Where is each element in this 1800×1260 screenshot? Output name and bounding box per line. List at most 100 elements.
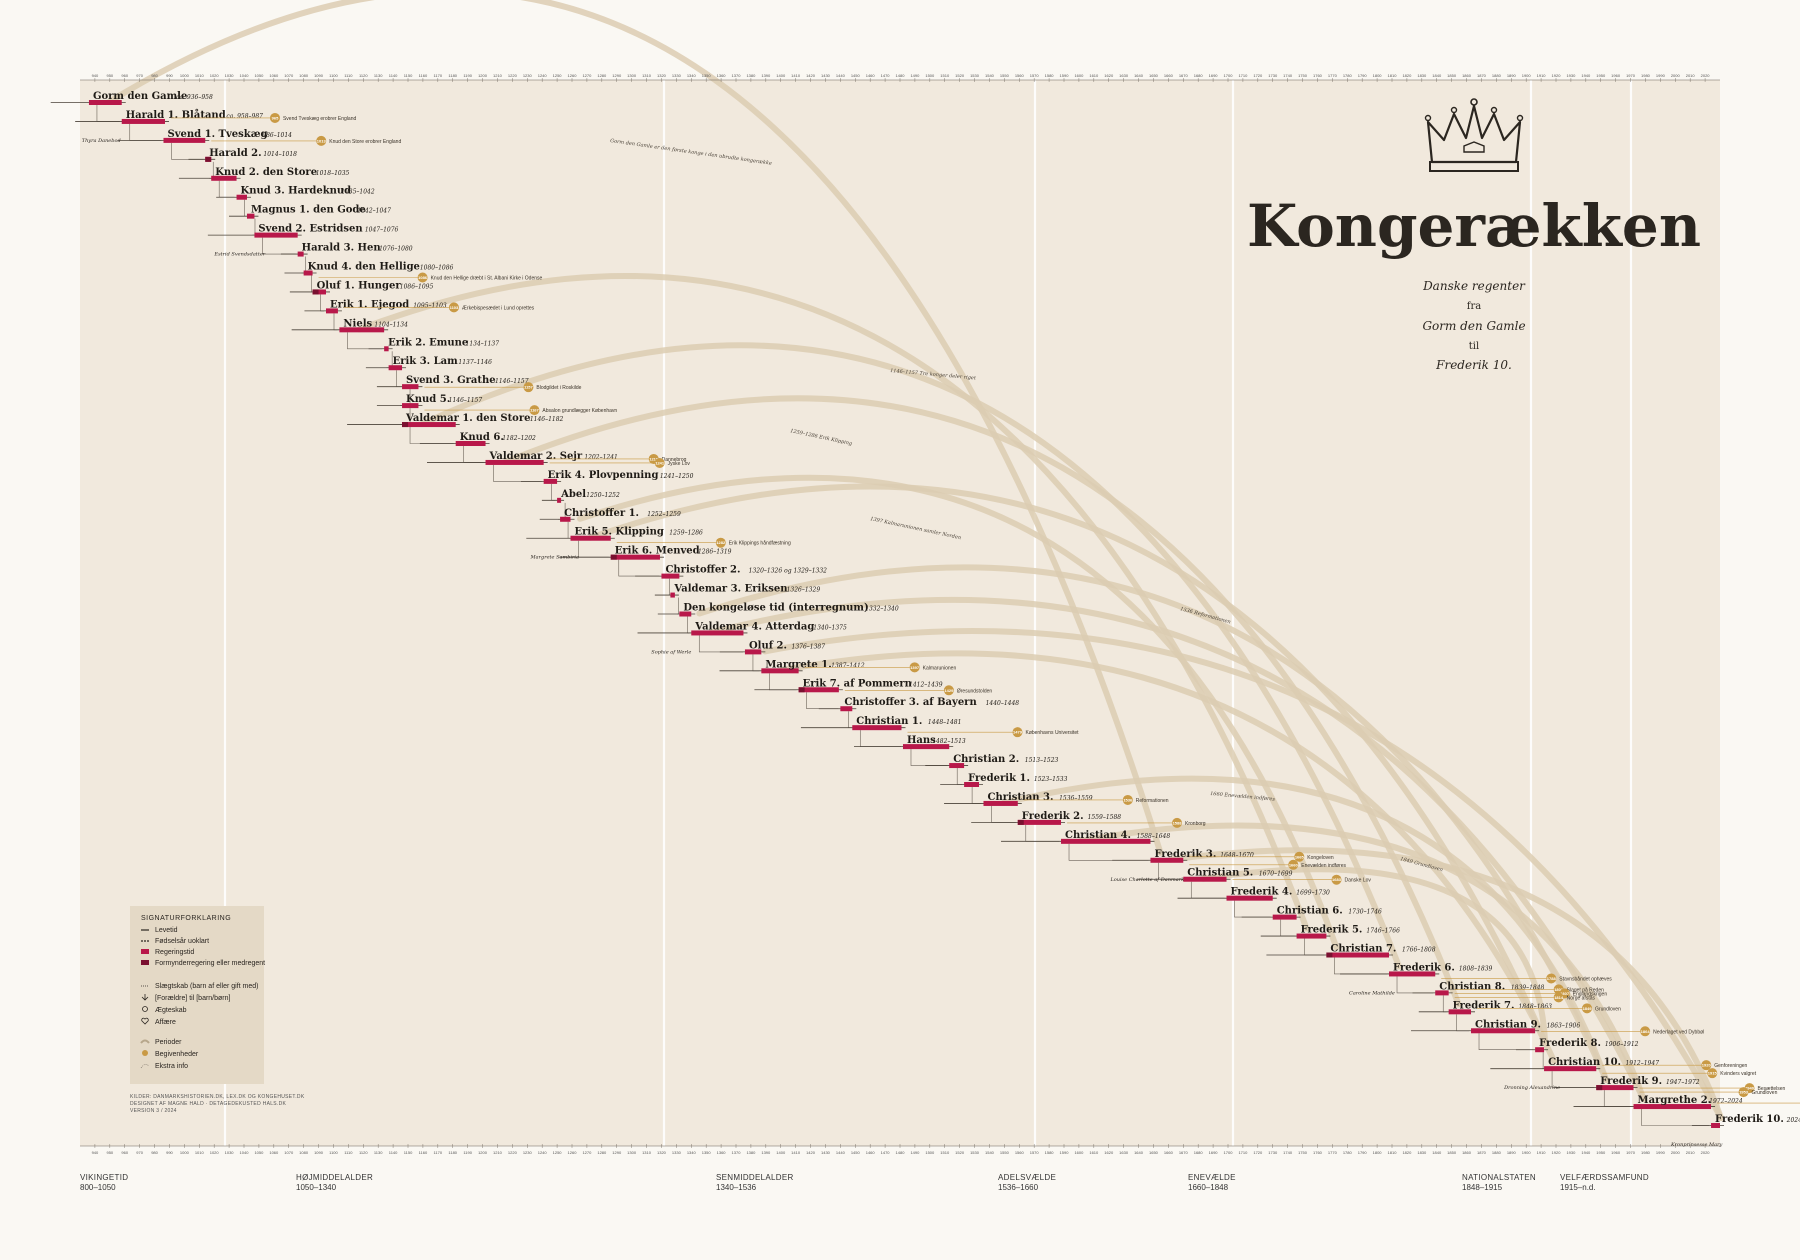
- event-label: Kongeloven: [1307, 855, 1334, 861]
- event-year: 1167: [530, 408, 539, 413]
- ruler-label: 1760: [1313, 1150, 1323, 1155]
- regent-name: Valdemar 2. Sejr: [489, 451, 583, 462]
- ruler-label: 1210: [493, 1150, 503, 1155]
- ruler-label: 960: [121, 1150, 128, 1155]
- ruler-label: 1460: [866, 73, 876, 78]
- credit-line-2: DESIGNET AF MAGNE HALD · DETAGEDEKUSTED …: [130, 1101, 287, 1107]
- arc-path: [1000, 775, 1610, 1084]
- ruler-label: 2020: [1701, 1150, 1711, 1155]
- ruler-label: 1970: [1626, 73, 1636, 78]
- reign-bar: [254, 232, 298, 238]
- reign-bar: [339, 327, 385, 333]
- event-year: 1536: [1123, 797, 1133, 802]
- ruler-label: 1550: [1000, 1150, 1010, 1155]
- ruler-label: 1910: [1537, 1150, 1547, 1155]
- ruler-label: 1840: [1432, 73, 1442, 78]
- legend-swatch-marriage: [142, 1006, 148, 1012]
- ruler-label: 1440: [836, 73, 846, 78]
- ruler-label: 1400: [776, 1150, 786, 1155]
- regent-name: Erik 1. Ejegod: [330, 299, 409, 310]
- ruler-label: 1690: [1209, 73, 1219, 78]
- ruler-label: 1230: [523, 73, 533, 78]
- ruler-label: 1260: [568, 1150, 578, 1155]
- ruler-label: 1680: [1194, 1150, 1204, 1155]
- ruler-label: 1560: [1015, 73, 1025, 78]
- regent-years: 1448–1481: [928, 719, 962, 726]
- reign-bar: [670, 592, 675, 598]
- period-range: 1050–1340: [296, 1183, 337, 1192]
- arc-path: [356, 273, 1310, 932]
- ruler-label: 1720: [1253, 73, 1263, 78]
- ruler-label: 1670: [1179, 73, 1189, 78]
- reign-bar: [661, 573, 680, 579]
- period-name: SENMIDDELALDER: [716, 1173, 794, 1182]
- regent-name: Knud 4. den Hellige: [308, 262, 420, 273]
- ruler-label: 1500: [925, 73, 935, 78]
- ruler-label: 1600: [1074, 73, 1084, 78]
- spouse-label: Caroline Mathilde: [1349, 990, 1395, 996]
- ruler-label: 1790: [1358, 73, 1368, 78]
- ruler-label: 1310: [642, 1150, 652, 1155]
- ruler-label: 1050: [254, 1150, 264, 1155]
- ruler-label: 1560: [1015, 1150, 1025, 1155]
- regent-years: 986–1014: [262, 132, 292, 139]
- ruler-label: 1380: [746, 73, 756, 78]
- reign-bar: [983, 800, 1018, 806]
- regent-name: Frederik 8.: [1539, 1038, 1601, 1049]
- event-marker: [1331, 874, 1342, 885]
- reign-bar: [211, 175, 237, 181]
- ruler-label: 1300: [627, 1150, 637, 1155]
- event-year: 1801: [1554, 987, 1564, 992]
- regent-years: 1482–1513: [932, 738, 966, 745]
- event-marker: [1012, 727, 1023, 738]
- ruler-label: 1390: [761, 1150, 771, 1155]
- regent-name: Frederik 1.: [968, 773, 1030, 784]
- event-marker: [1640, 1026, 1651, 1037]
- regent-name: Frederik 2.: [1022, 811, 1084, 822]
- ruler-label: 2020: [1701, 73, 1711, 78]
- ruler-label: 1720: [1253, 1150, 1263, 1155]
- regent-name: Erik 2. Emune: [388, 337, 468, 348]
- reign-bar: [121, 118, 165, 124]
- regent-years: 1252–1259: [647, 511, 681, 518]
- reign-bar: [798, 687, 839, 693]
- legend-item-label: Fødselsår uoklart: [155, 937, 209, 945]
- page-title: Kongerækken: [1247, 192, 1701, 260]
- legend-swatch-regency: [141, 960, 149, 965]
- regent-name: Margrethe 2.: [1638, 1095, 1712, 1106]
- ruler-label: 1080: [299, 1150, 309, 1155]
- regent-name: Niels: [343, 318, 372, 329]
- regent-years: 1047–1076: [365, 227, 399, 234]
- event-year: 1683: [1332, 877, 1342, 882]
- regent-name: Christian 4.: [1065, 830, 1131, 841]
- ruler-label: 1350: [702, 1150, 712, 1155]
- regent-name: Den kongeløse tid (interregnum): [683, 603, 868, 614]
- ruler-label: 980: [151, 1150, 158, 1155]
- event-year: 1788: [1547, 976, 1557, 981]
- reign-bar: [402, 384, 419, 390]
- ruler-label: 1110: [344, 73, 353, 78]
- ruler-label: 1640: [1134, 1150, 1144, 1155]
- ruler-label: 1250: [553, 1150, 563, 1155]
- ruler-label: 1470: [881, 73, 891, 78]
- regent-name: Svend 3. Grathe: [406, 375, 496, 386]
- ruler-label: 1730: [1268, 1150, 1278, 1155]
- ruler-label: 2010: [1686, 1150, 1696, 1155]
- regent-name: Valdemar 3. Eriksen: [673, 584, 788, 595]
- ruler-label: 1050: [254, 73, 264, 78]
- arc-path: [708, 596, 1647, 1103]
- ruler-label: 1990: [1656, 73, 1666, 78]
- ruler-label: 1180: [448, 1150, 457, 1155]
- reign-bar: [964, 782, 980, 787]
- ruler-label: 950: [106, 73, 113, 78]
- regency-bar: [798, 687, 805, 693]
- reign-bar: [455, 441, 486, 446]
- regent-name: Svend 1. Tveskæg: [167, 129, 267, 140]
- regency-bar: [1017, 819, 1024, 825]
- reign-bar: [610, 554, 660, 560]
- ruler-label: 1480: [896, 1150, 906, 1155]
- ruler-label: 1710: [1238, 1150, 1248, 1155]
- regent-name: Oluf 1. Hunger: [317, 280, 402, 291]
- arc-path: [577, 474, 1340, 951]
- reign-bar: [543, 478, 558, 484]
